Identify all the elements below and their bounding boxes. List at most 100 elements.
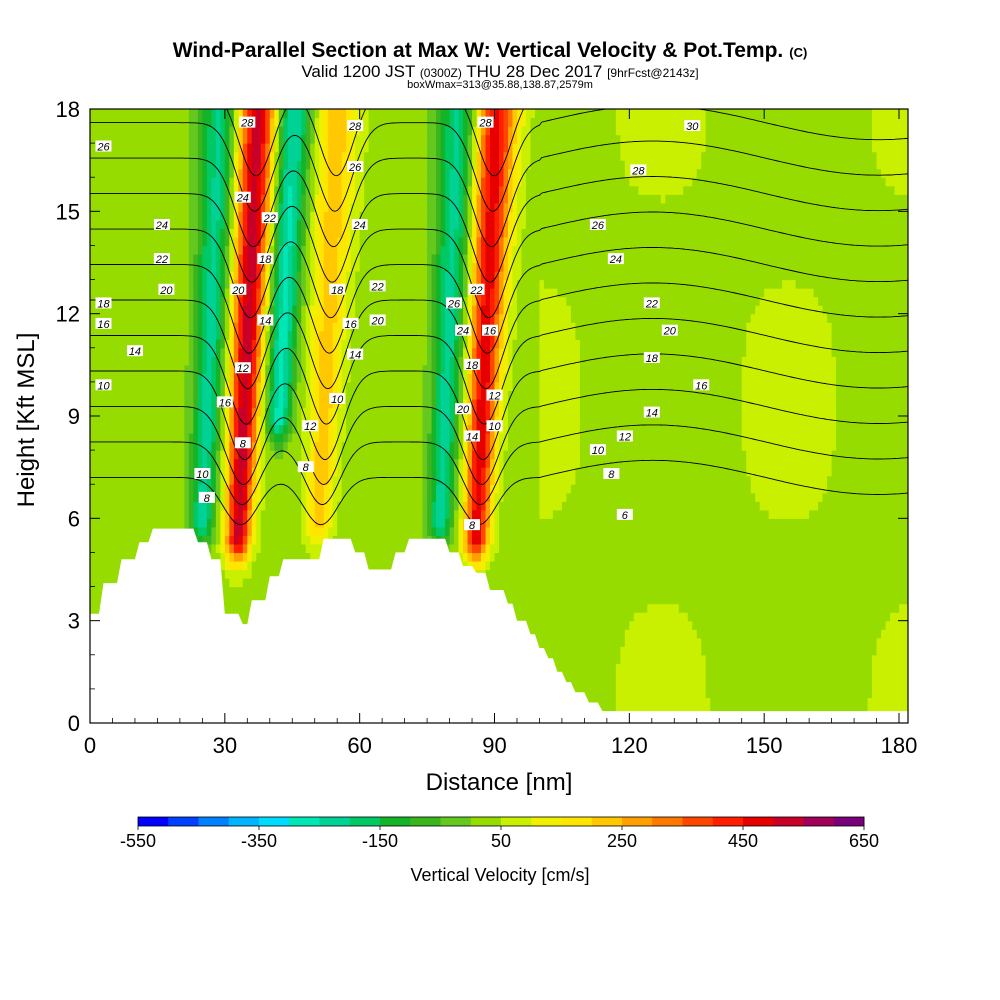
velocity-cell [260, 143, 266, 153]
velocity-cell [314, 177, 320, 187]
velocity-cell [134, 245, 141, 255]
velocity-cell [346, 143, 352, 153]
velocity-cell [368, 109, 374, 119]
velocity-cell [238, 569, 244, 579]
velocity-cell [377, 347, 383, 357]
velocity-cell [148, 433, 154, 443]
velocity-cell [269, 484, 275, 494]
velocity-cell [98, 194, 105, 204]
velocity-cell [202, 202, 208, 212]
velocity-cell [337, 143, 343, 153]
velocity-cell [112, 134, 118, 144]
velocity-cell [382, 364, 388, 374]
velocity-cell [382, 441, 388, 451]
velocity-cell [233, 109, 239, 119]
velocity-cell [161, 126, 167, 136]
velocity-cell [364, 381, 370, 392]
velocity-cell [296, 305, 302, 315]
velocity-cell [139, 288, 145, 298]
velocity-cell [130, 228, 136, 238]
velocity-cell [166, 109, 172, 119]
velocity-cell [94, 373, 100, 383]
velocity-cell [98, 160, 105, 170]
velocity-cell [256, 501, 262, 511]
velocity-cell [292, 245, 298, 255]
velocity-cell [179, 484, 185, 494]
velocity-cell [269, 543, 275, 554]
velocity-cell [296, 356, 302, 366]
velocity-cell [377, 526, 383, 536]
velocity-cell [161, 364, 167, 374]
velocity-cell [107, 492, 114, 502]
velocity-cell [215, 245, 221, 255]
velocity-cell [355, 236, 361, 247]
velocity-cell [274, 177, 280, 187]
velocity-cell [170, 126, 176, 136]
velocity-cell [143, 484, 150, 494]
velocity-cell [170, 492, 176, 502]
velocity-cell [310, 501, 316, 511]
velocity-cell [364, 177, 370, 187]
velocity-cell [382, 202, 388, 212]
velocity-cell [283, 330, 289, 340]
velocity-cell [346, 441, 352, 451]
velocity-cell [98, 390, 105, 400]
velocity-cell [112, 219, 118, 229]
velocity-cell [121, 236, 127, 247]
velocity-cell [179, 245, 185, 255]
velocity-cell [98, 356, 105, 366]
velocity-cell [152, 305, 159, 315]
velocity-cell [148, 518, 154, 528]
velocity-cell [157, 160, 163, 170]
velocity-cell [314, 288, 320, 298]
velocity-cell [251, 433, 257, 443]
velocity-cell [368, 441, 374, 451]
velocity-cell [251, 390, 257, 400]
velocity-cell [215, 416, 221, 426]
velocity-cell [148, 475, 154, 485]
velocity-cell [242, 373, 248, 383]
velocity-cell [220, 253, 226, 264]
velocity-cell [233, 492, 239, 502]
velocity-cell [368, 211, 374, 221]
velocity-cell [121, 373, 127, 383]
velocity-cell [265, 356, 271, 366]
velocity-cell [233, 253, 239, 264]
velocity-cell [247, 245, 253, 255]
velocity-cell [98, 134, 105, 144]
velocity-cell [332, 373, 338, 383]
velocity-cell [143, 271, 150, 281]
velocity-cell [161, 143, 167, 153]
velocity-cell [382, 253, 388, 264]
velocity-cell [98, 185, 105, 195]
velocity-cell [139, 433, 145, 443]
velocity-cell [377, 288, 383, 298]
velocity-cell [337, 271, 343, 281]
velocity-cell [188, 279, 194, 289]
velocity-cell [256, 202, 262, 212]
velocity-cell [355, 339, 361, 349]
velocity-cell [139, 450, 145, 460]
velocity-cell [184, 296, 190, 306]
velocity-cell [391, 109, 397, 119]
velocity-cell [350, 185, 356, 195]
velocity-cell [112, 296, 118, 306]
velocity-cell [98, 552, 105, 562]
velocity-cell [121, 381, 127, 392]
velocity-cell [112, 356, 118, 366]
velocity-cell [269, 134, 275, 144]
velocity-cell [368, 347, 374, 357]
velocity-cell [305, 433, 311, 443]
velocity-cell [148, 279, 154, 289]
velocity-cell [139, 441, 145, 451]
velocity-cell [301, 288, 307, 298]
velocity-cell [215, 296, 221, 306]
velocity-cell [305, 288, 311, 298]
velocity-cell [179, 288, 185, 298]
velocity-cell [197, 117, 203, 127]
velocity-cell [175, 407, 181, 417]
velocity-cell [107, 364, 114, 374]
velocity-cell [175, 160, 181, 170]
velocity-cell [116, 518, 123, 528]
velocity-cell [134, 185, 141, 195]
